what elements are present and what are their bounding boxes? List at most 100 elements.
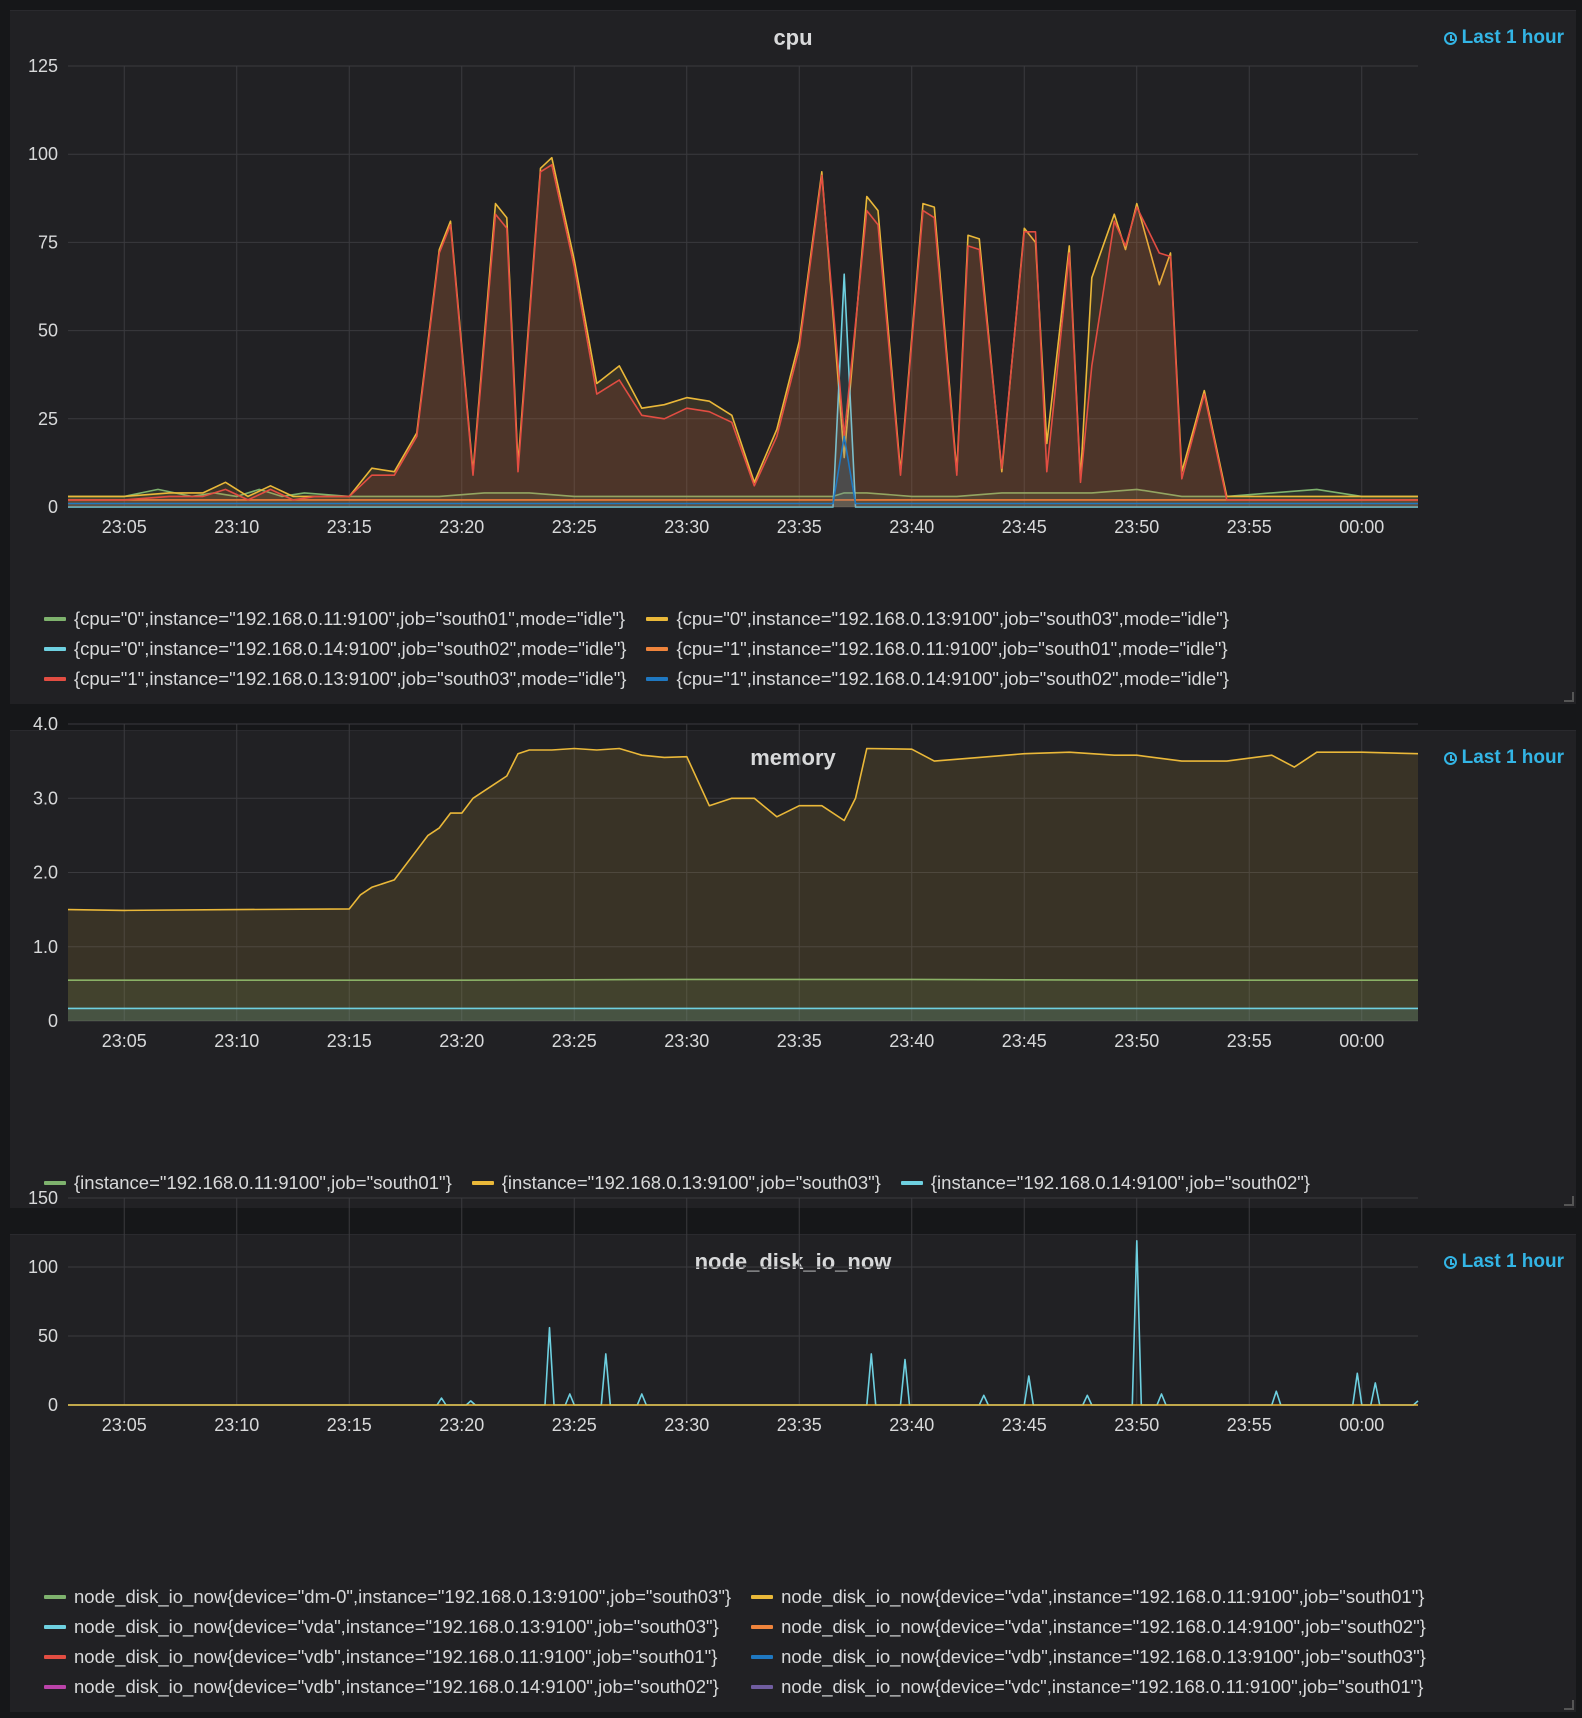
plot-area: 0 25 50 75 100 125 23:05 23:10 23:15 23:20 23:25 23… bbox=[28, 56, 1418, 537]
disk-io-chart[interactable]: 0 50 100 150 23:05 23:10 23:15 23:20 23:25 23:30 2… bbox=[10, 1188, 1576, 1713]
legend-item[interactable]: node_disk_io_now{device="dm-0",instance=… bbox=[44, 1585, 731, 1609]
legend-item[interactable]: node_disk_io_now{device="vda",instance="… bbox=[44, 1615, 731, 1639]
cpu-chart[interactable]: 0 25 50 75 100 125 23:05 23:10 23:15 23:20 23:25 23… bbox=[10, 11, 1576, 705]
series-line[interactable] bbox=[68, 164, 1418, 501]
legend-item[interactable]: node_disk_io_now{device="vdb",instance="… bbox=[751, 1645, 1426, 1669]
clock-icon bbox=[1443, 1255, 1457, 1269]
x-tick-label: 23:40 bbox=[889, 517, 934, 537]
legend-label: node_disk_io_now{device="vda",instance="… bbox=[781, 1616, 1426, 1637]
legend-swatch bbox=[646, 647, 669, 651]
legend-swatch bbox=[44, 1181, 66, 1185]
x-tick-label: 23:55 bbox=[1227, 1415, 1272, 1435]
x-tick-label: 23:50 bbox=[1114, 517, 1159, 537]
series-area bbox=[68, 157, 1418, 507]
legend-label: {cpu="1",instance="192.168.0.14:9100",jo… bbox=[676, 668, 1229, 689]
legend-item[interactable]: {instance="192.168.0.11:9100",job="south… bbox=[44, 1171, 452, 1195]
x-tick-label: 23:25 bbox=[552, 517, 597, 537]
y-tick-label: 4.0 bbox=[33, 714, 58, 734]
x-tick-label: 00:00 bbox=[1339, 1415, 1384, 1435]
y-tick-label: 50 bbox=[38, 321, 58, 341]
x-tick-label: 23:15 bbox=[327, 1415, 372, 1435]
resize-handle[interactable] bbox=[1564, 692, 1574, 702]
y-tick-label: 150 bbox=[28, 1188, 58, 1208]
legend-item[interactable]: node_disk_io_now{device="vdc",instance="… bbox=[751, 1675, 1426, 1699]
series-line[interactable] bbox=[68, 488, 1418, 498]
memory-chart[interactable]: 0 1.0 2.0 3.0 4.0 23:05 23:10 23:15 23:20 23:25 23… bbox=[10, 714, 1576, 1209]
legend-item[interactable]: {cpu="0",instance="192.168.0.13:9100",jo… bbox=[646, 607, 1229, 631]
y-tick-label: 0 bbox=[48, 1011, 58, 1031]
series-area bbox=[68, 1008, 1418, 1021]
series-line[interactable] bbox=[68, 1240, 1419, 1406]
time-range-info[interactable]: Last 1 hour bbox=[1443, 27, 1564, 49]
x-tick-label: 23:45 bbox=[1002, 1415, 1047, 1435]
legend-item[interactable]: {cpu="1",instance="192.168.0.14:9100",jo… bbox=[646, 667, 1229, 691]
x-tick-label: 23:20 bbox=[439, 517, 484, 537]
legend-swatch bbox=[44, 617, 66, 621]
series-area bbox=[68, 164, 1418, 508]
y-tick-label: 100 bbox=[28, 144, 58, 164]
time-range-label: Last 1 hour bbox=[1461, 27, 1564, 48]
legend-label: {cpu="1",instance="192.168.0.11:9100",jo… bbox=[676, 638, 1228, 659]
legend-swatch bbox=[44, 1655, 66, 1659]
legend-item[interactable]: {cpu="1",instance="192.168.0.11:9100",jo… bbox=[646, 637, 1228, 661]
series-line[interactable] bbox=[67, 747, 1419, 912]
x-tick-label: 23:15 bbox=[327, 1031, 372, 1051]
legend-swatch bbox=[646, 677, 669, 681]
time-range-info[interactable]: Last 1 hour bbox=[1443, 747, 1564, 769]
x-tick-label: 23:10 bbox=[214, 517, 259, 537]
x-tick-label: 23:55 bbox=[1227, 1031, 1272, 1051]
time-range-info[interactable]: Last 1 hour bbox=[1443, 1251, 1564, 1273]
x-tick-label: 23:10 bbox=[214, 1415, 259, 1435]
legend-label: {instance="192.168.0.13:9100",job="south… bbox=[501, 1172, 881, 1193]
x-tick-label: 23:30 bbox=[664, 1031, 709, 1051]
x-tick-label: 23:50 bbox=[1114, 1031, 1159, 1051]
clock-icon bbox=[1443, 751, 1457, 765]
cpu-legend: {cpu="0",instance="192.168.0.11:9100",jo… bbox=[44, 607, 1229, 691]
y-tick-label: 100 bbox=[28, 1257, 58, 1277]
legend-item[interactable]: node_disk_io_now{device="vdb",instance="… bbox=[44, 1645, 731, 1669]
legend-label: {cpu="0",instance="192.168.0.11:9100",jo… bbox=[74, 608, 626, 629]
legend-swatch bbox=[751, 1625, 774, 1629]
legend-item[interactable]: {cpu="0",instance="192.168.0.11:9100",jo… bbox=[44, 607, 626, 631]
series-line[interactable] bbox=[68, 978, 1418, 981]
x-tick-label: 23:20 bbox=[439, 1415, 484, 1435]
panel-title[interactable]: cpu bbox=[773, 25, 813, 50]
resize-handle[interactable] bbox=[1564, 1196, 1574, 1206]
legend-item[interactable]: node_disk_io_now{device="vda",instance="… bbox=[751, 1615, 1426, 1639]
resize-handle[interactable] bbox=[1564, 1700, 1574, 1710]
series-area bbox=[68, 979, 1418, 1021]
x-tick-label: 23:30 bbox=[664, 1415, 709, 1435]
legend-item[interactable]: node_disk_io_now{device="vda",instance="… bbox=[751, 1585, 1426, 1609]
disk-io-panel: node_disk_io_now Last 1 hour 0 50 100 150 23… bbox=[10, 1188, 1576, 1713]
x-tick-label: 23:45 bbox=[1002, 517, 1047, 537]
series-line[interactable] bbox=[68, 273, 1418, 508]
legend-label: node_disk_io_now{device="vda",instance="… bbox=[74, 1616, 719, 1637]
legend-label: {instance="192.168.0.11:9100",job="south… bbox=[74, 1172, 452, 1193]
legend-swatch bbox=[751, 1655, 774, 1659]
panel-title[interactable]: memory bbox=[750, 745, 836, 770]
y-tick-label: 0 bbox=[48, 1395, 58, 1415]
memory-legend: {instance="192.168.0.11:9100",job="south… bbox=[44, 1171, 1310, 1195]
y-tick-label: 125 bbox=[28, 56, 58, 76]
panel-title[interactable]: node_disk_io_now bbox=[694, 1249, 892, 1274]
plot-area: 0 1.0 2.0 3.0 4.0 23:05 23:10 23:15 23:20 23:25 23… bbox=[33, 714, 1419, 1051]
y-tick-label: 0 bbox=[48, 497, 58, 517]
legend-item[interactable]: node_disk_io_now{device="vdb",instance="… bbox=[44, 1675, 731, 1699]
y-tick-label: 1.0 bbox=[33, 937, 58, 957]
legend-item[interactable]: {instance="192.168.0.14:9100",job="south… bbox=[900, 1171, 1310, 1195]
time-range-label: Last 1 hour bbox=[1461, 1251, 1564, 1272]
x-tick-label: 23:25 bbox=[552, 1031, 597, 1051]
legend-item[interactable]: {instance="192.168.0.13:9100",job="south… bbox=[471, 1171, 881, 1195]
legend-label: {cpu="1",instance="192.168.0.13:9100",jo… bbox=[74, 668, 627, 689]
legend-label: {cpu="0",instance="192.168.0.13:9100",jo… bbox=[676, 608, 1229, 629]
x-tick-label: 23:35 bbox=[777, 1415, 822, 1435]
series-area bbox=[68, 748, 1418, 1021]
memory-panel: memory Last 1 hour 0 1.0 2.0 3.0 4.0 23:05 23:… bbox=[10, 714, 1576, 1209]
series-line[interactable] bbox=[68, 435, 1418, 505]
x-tick-label: 23:40 bbox=[889, 1031, 934, 1051]
x-tick-label: 23:05 bbox=[102, 1031, 147, 1051]
legend-item[interactable]: {cpu="1",instance="192.168.0.13:9100",jo… bbox=[44, 667, 626, 691]
legend-item[interactable]: {cpu="0",instance="192.168.0.14:9100",jo… bbox=[44, 637, 626, 661]
clock-icon bbox=[1443, 31, 1457, 45]
x-tick-label: 23:05 bbox=[102, 1415, 147, 1435]
